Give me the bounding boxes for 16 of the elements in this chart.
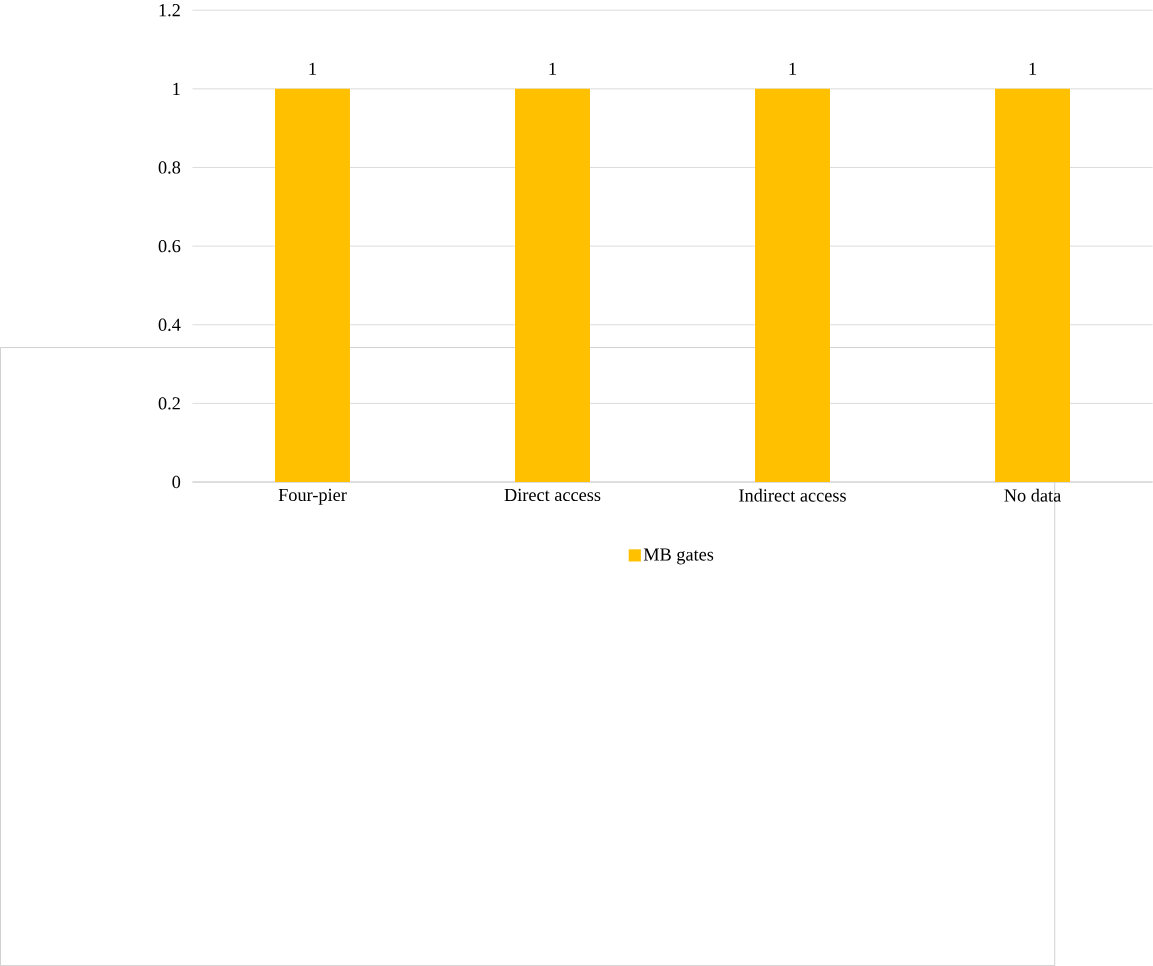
data-label: 1: [789, 62, 796, 75]
data-label: 1: [549, 62, 556, 75]
x-tick-label: No data: [1004, 488, 1061, 502]
x-tick-label: Four-pier: [278, 488, 347, 505]
y-tick-label: 0.6: [158, 239, 181, 253]
data-label: 1: [309, 62, 316, 75]
y-tick-label: 0.4: [158, 318, 181, 331]
y-tick-label: 0.2: [158, 397, 180, 410]
y-tick-label: 0: [172, 475, 181, 489]
x-tick-label: Direct access: [504, 488, 601, 502]
data-label: 1: [1029, 62, 1037, 75]
y-tick-label: 1.2: [159, 4, 180, 17]
legend-label: MB gates: [643, 548, 714, 565]
x-tick-label: Indirect access: [739, 488, 846, 502]
y-tick-label: 0.8: [158, 161, 181, 174]
y-tick-label: 1: [173, 82, 180, 95]
